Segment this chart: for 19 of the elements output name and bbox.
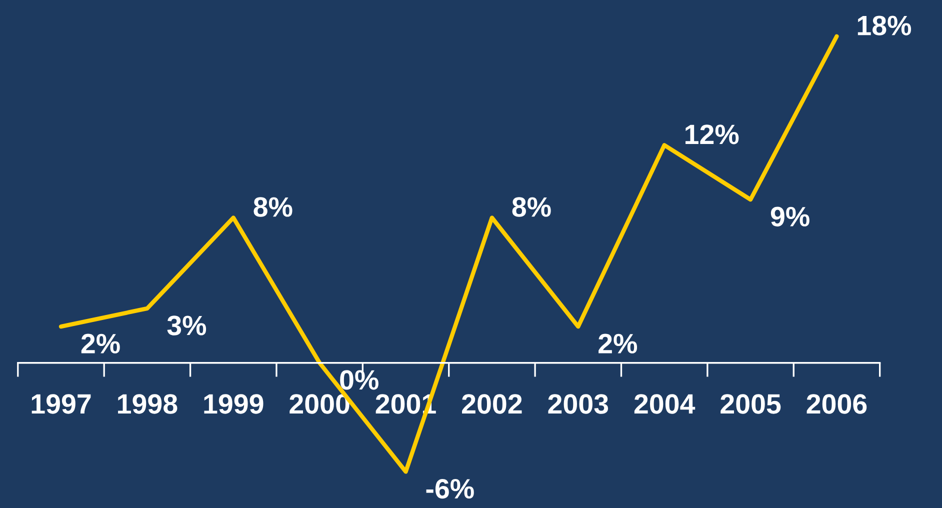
data-label: 0%: [340, 370, 378, 390]
x-tick-label: 2006: [806, 394, 867, 414]
data-label: -6%: [426, 478, 474, 499]
x-tick-label: 2002: [462, 394, 522, 414]
x-tick-label: 2004: [634, 394, 696, 414]
data-label: 9%: [770, 206, 810, 226]
data-label: 8%: [254, 197, 292, 217]
data-label: 3%: [167, 316, 206, 336]
data-label: 12%: [686, 124, 739, 144]
x-tick-label: 1999: [204, 394, 264, 414]
x-tick-label: 1997: [32, 394, 91, 414]
x-tick-label: 2005: [720, 394, 781, 414]
x-tick-label: 1998: [118, 394, 178, 414]
data-label: 2%: [81, 334, 120, 354]
data-label: 18%: [858, 16, 912, 36]
data-label: 2%: [598, 334, 638, 354]
data-label: 8%: [512, 197, 551, 217]
x-tick-label: 2000: [290, 394, 350, 414]
x-tick-label: 2003: [548, 394, 608, 414]
